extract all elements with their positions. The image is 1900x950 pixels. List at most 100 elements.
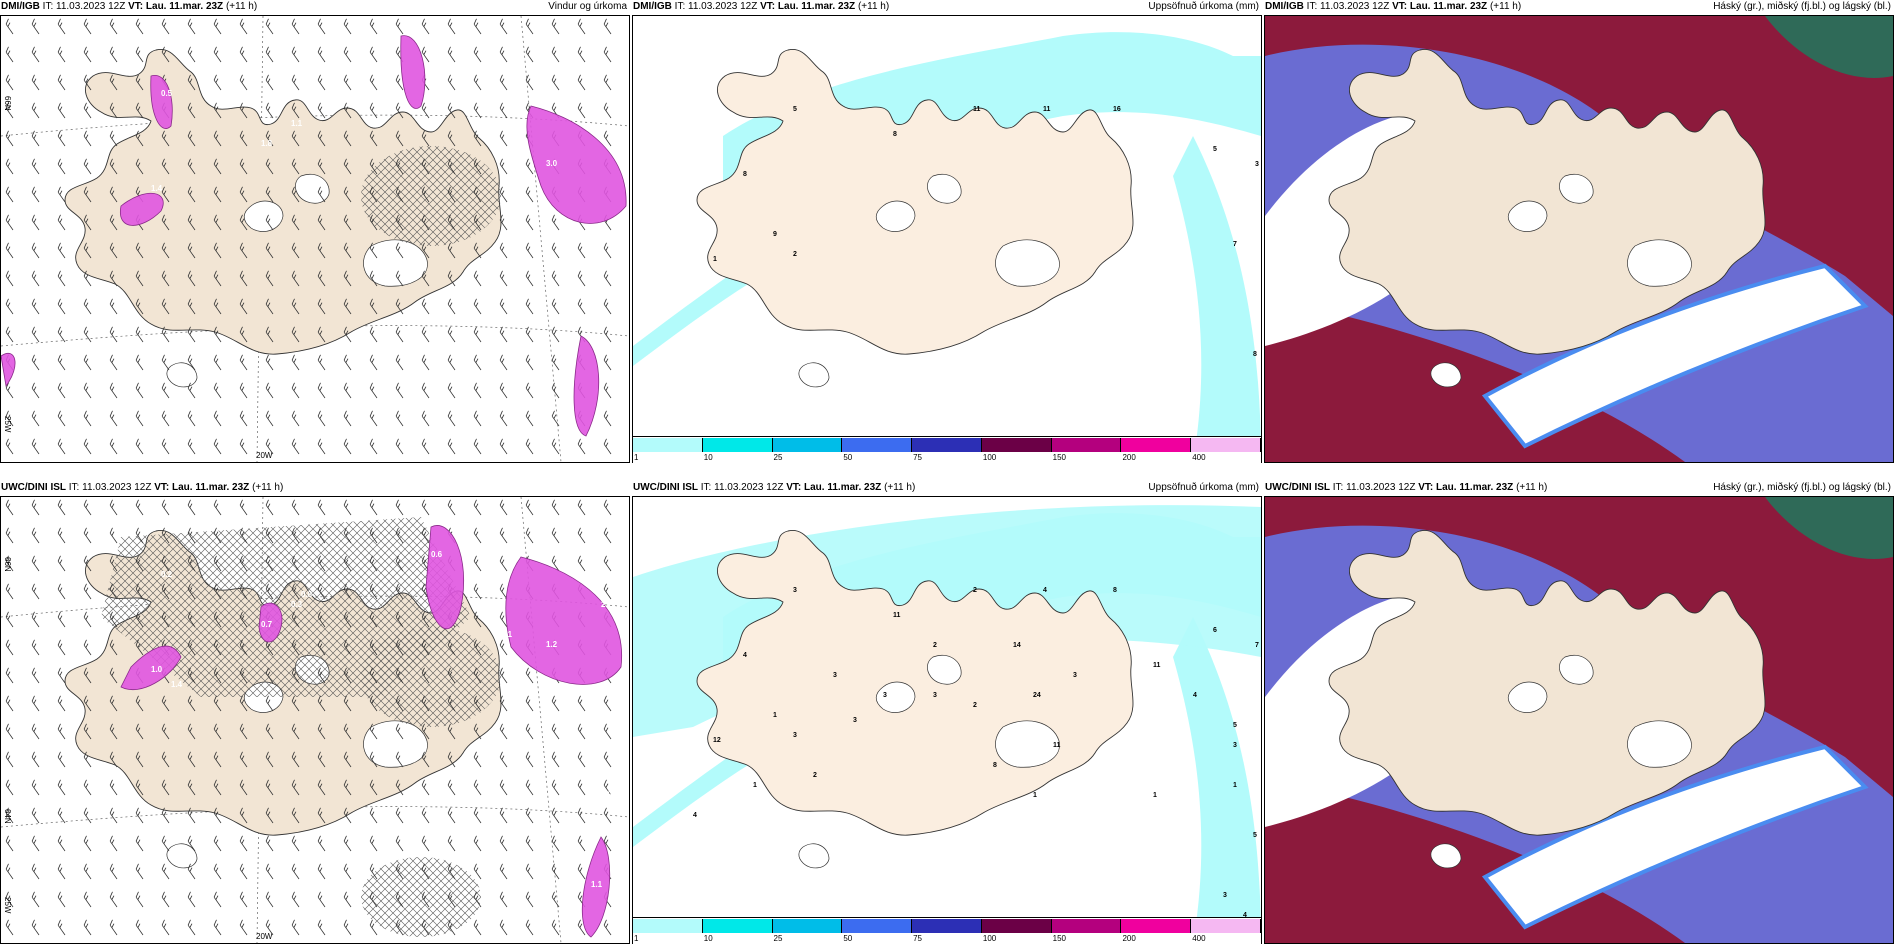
wind-barb xyxy=(265,18,274,35)
wind-barb xyxy=(395,270,404,287)
map-area[interactable]: 3 4 1 11 2 4 8 6 7 5 5 3 12 3 2 14 3 11 4 3 1 8 11 24 3 3 3 2 2 1 1 3 4 4… xyxy=(633,497,1261,943)
wind-barb xyxy=(135,835,144,852)
precip-colorbar: 1 10 25 50 75 100 150 200 400 xyxy=(633,436,1261,463)
wind-barb xyxy=(57,751,66,768)
colorbar-swatch xyxy=(912,919,982,933)
wind-barb xyxy=(31,270,40,287)
wind-barb xyxy=(603,382,612,399)
wind-barb xyxy=(473,214,482,231)
colorbar-tick-label: 400 xyxy=(1192,934,1206,943)
wind-barb xyxy=(265,527,274,544)
wind-barb xyxy=(551,527,560,544)
wind-barb xyxy=(343,919,352,936)
wind-barb xyxy=(395,410,404,427)
wind-barb xyxy=(83,298,92,315)
wind-barb xyxy=(291,779,300,796)
wind-barb xyxy=(395,751,404,768)
wind-barb xyxy=(343,298,352,315)
wind-barb xyxy=(135,438,144,455)
wind-barb xyxy=(603,499,612,516)
map-value-label: 11 xyxy=(893,612,901,619)
wind-barb xyxy=(239,242,248,259)
wind-barb xyxy=(83,499,92,516)
map-area[interactable]: 0.5 1.1 1.8 0.8 1.4 1.9 3.0 1.2 xyxy=(1,16,629,462)
wind-barb xyxy=(473,382,482,399)
wind-barb xyxy=(343,555,352,572)
colorbar-swatch xyxy=(842,919,913,933)
wind-barb xyxy=(57,527,66,544)
wind-barb xyxy=(265,667,274,684)
wind-barb xyxy=(577,527,586,544)
wind-barb xyxy=(213,410,222,427)
wind-barb xyxy=(499,863,508,880)
wind-barb xyxy=(499,723,508,740)
wind-barb xyxy=(343,410,352,427)
map-value-label: 3 xyxy=(1223,892,1227,899)
wind-barb xyxy=(213,611,222,628)
colorbar-swatch xyxy=(912,438,982,452)
map-value-label: 2 xyxy=(973,587,977,594)
wind-barb xyxy=(369,130,378,147)
wind-barb xyxy=(395,583,404,600)
wind-barb xyxy=(603,18,612,35)
map-value-label: 5 xyxy=(793,106,797,113)
map-area[interactable]: 0.2 0.3 0.7 0.6 1.0 1.1 1.2 2.2 0.5 0.9 1.3 0.8 1.4 1… xyxy=(1,497,629,943)
wind-barb xyxy=(161,298,170,315)
wind-barb xyxy=(551,18,560,35)
wind-barb xyxy=(499,46,508,63)
map-value-label: 3 xyxy=(1073,672,1077,679)
wind-barb xyxy=(31,130,40,147)
wind-barb xyxy=(317,555,326,572)
wind-barb xyxy=(161,186,170,203)
wind-barb xyxy=(161,835,170,852)
init-label: IT: xyxy=(42,1,54,12)
wind-barb xyxy=(291,214,300,231)
wind-barb xyxy=(291,919,300,936)
wind-barb xyxy=(499,382,508,399)
wind-barb xyxy=(5,891,14,908)
map-area[interactable]: 5 8 9 8 11 11 16 5 3 7 8 2 1 xyxy=(633,16,1261,462)
map-value-label: 4 xyxy=(1243,912,1247,919)
wind-barb xyxy=(603,130,612,147)
map-value-label: 9 xyxy=(773,231,777,238)
map-value-label: 5 xyxy=(1233,722,1237,729)
wind-barb xyxy=(421,214,430,231)
wind-barb xyxy=(525,354,534,371)
wind-barb xyxy=(187,74,196,91)
wind-barb xyxy=(161,723,170,740)
wind-barb xyxy=(577,835,586,852)
wind-barb xyxy=(499,158,508,175)
wind-barb xyxy=(369,779,378,796)
wind-barb xyxy=(57,298,66,315)
wind-barb xyxy=(239,186,248,203)
wind-barb xyxy=(473,326,482,343)
wind-barb xyxy=(291,438,300,455)
map-value-label: 4 xyxy=(1043,587,1047,594)
colorbar-tick-label: 100 xyxy=(982,934,997,943)
wind-barb xyxy=(603,410,612,427)
wind-barb xyxy=(473,919,482,936)
init-time: 11.03.2023 12Z xyxy=(714,482,784,493)
wind-barb xyxy=(551,242,560,259)
wind-barb xyxy=(31,242,40,259)
wind-barb xyxy=(109,186,118,203)
wind-barb xyxy=(369,326,378,343)
colorbar-tick-label: 1 xyxy=(634,934,639,943)
wind-barb xyxy=(447,18,456,35)
wind-barb xyxy=(265,354,274,371)
wind-barb xyxy=(161,158,170,175)
wind-barb xyxy=(525,527,534,544)
wind-barb xyxy=(265,438,274,455)
map-area[interactable] xyxy=(1265,16,1893,462)
map-value-label: 3.0 xyxy=(546,159,558,168)
wind-barb xyxy=(499,751,508,768)
wind-barb xyxy=(57,723,66,740)
wind-barb xyxy=(525,723,534,740)
wind-barb xyxy=(551,555,560,572)
cloud-cover-map xyxy=(1265,16,1893,462)
wind-barb xyxy=(57,18,66,35)
wind-barb xyxy=(369,639,378,656)
wind-barb xyxy=(343,667,352,684)
map-area[interactable] xyxy=(1265,497,1893,943)
wind-barb xyxy=(369,18,378,35)
